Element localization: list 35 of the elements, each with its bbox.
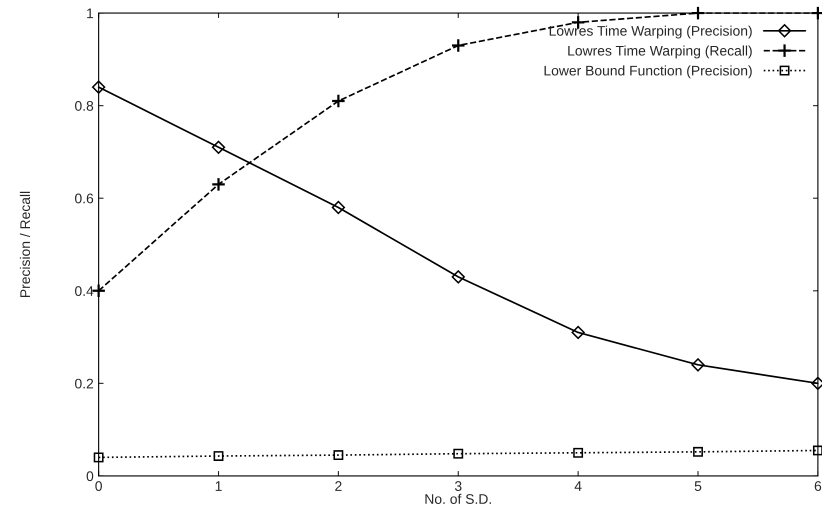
legend-label: Lowres Time Warping (Recall)	[568, 45, 752, 58]
y-tick-label: 0.6	[75, 194, 94, 204]
point	[332, 200, 346, 214]
y-tick-label: 0.2	[75, 378, 94, 389]
point	[452, 270, 465, 284]
point	[693, 446, 703, 457]
y-axis-title: Precision / Recall	[20, 192, 30, 298]
y-tick-label: 1	[87, 8, 94, 18]
x-tick-label: 6	[814, 481, 822, 491]
legend-label: Lowres Time Warping (Precision)	[550, 26, 752, 39]
point	[450, 38, 466, 53]
x-tick-label: 2	[335, 481, 342, 491]
x-tick-label: 1	[216, 481, 222, 491]
point	[573, 448, 584, 458]
legend-label: Lower Bound Function (Precision)	[544, 65, 752, 78]
point	[94, 452, 104, 462]
point	[331, 94, 346, 108]
y-tick-label: 0.4	[75, 286, 94, 296]
x-tick-label: 0	[95, 481, 102, 491]
point	[453, 448, 464, 459]
point	[571, 326, 585, 340]
point	[691, 358, 705, 372]
x-axis-title: No. of S.D.	[425, 494, 491, 504]
x-tick-label: 4	[574, 481, 582, 491]
point	[333, 450, 344, 460]
point	[92, 80, 106, 94]
point	[690, 6, 706, 20]
x-tick-label: 3	[454, 481, 462, 491]
x-tick-label: 5	[694, 481, 702, 491]
point	[212, 140, 226, 154]
y-tick-label: 0	[86, 471, 94, 482]
point	[214, 451, 224, 461]
point	[812, 446, 822, 456]
point	[211, 176, 226, 192]
y-tick-label: 0.8	[75, 100, 94, 111]
